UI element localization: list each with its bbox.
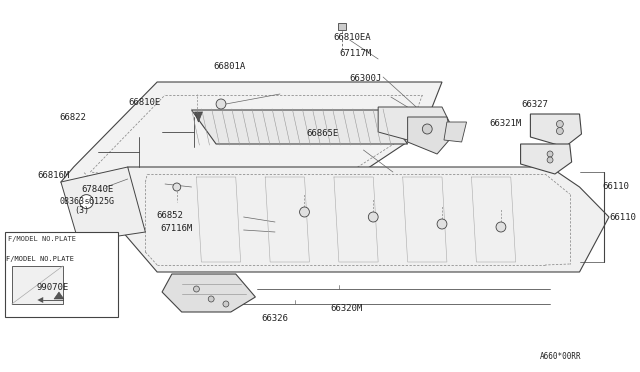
Polygon shape [408, 117, 452, 154]
Polygon shape [195, 112, 202, 122]
Circle shape [173, 183, 180, 191]
Polygon shape [444, 122, 467, 142]
Text: 66300J: 66300J [349, 74, 381, 83]
Text: 66822: 66822 [60, 113, 86, 122]
Circle shape [193, 286, 200, 292]
Text: 66326: 66326 [261, 314, 288, 323]
Polygon shape [37, 297, 44, 303]
Circle shape [79, 195, 93, 209]
Text: 66321M: 66321M [489, 119, 522, 128]
Text: 66320M: 66320M [330, 304, 362, 312]
Text: 67840E: 67840E [82, 185, 114, 194]
Circle shape [496, 222, 506, 232]
Text: 67116M: 67116M [160, 224, 193, 233]
FancyBboxPatch shape [12, 266, 63, 304]
Text: 99070E: 99070E [36, 283, 68, 292]
Text: F/MODEL NO.PLATE: F/MODEL NO.PLATE [6, 256, 74, 262]
Text: 66865E: 66865E [307, 129, 339, 138]
Text: 66810E: 66810E [129, 98, 161, 107]
Text: 66327: 66327 [522, 100, 548, 109]
Polygon shape [191, 110, 408, 144]
Text: 66110: 66110 [602, 182, 629, 190]
Circle shape [216, 99, 226, 109]
Circle shape [547, 157, 553, 163]
Circle shape [369, 212, 378, 222]
Text: S: S [84, 199, 88, 205]
Text: 66852: 66852 [156, 211, 183, 220]
FancyBboxPatch shape [338, 23, 346, 30]
Circle shape [300, 207, 309, 217]
Text: 66801A: 66801A [214, 62, 246, 71]
FancyBboxPatch shape [5, 232, 118, 317]
Circle shape [208, 296, 214, 302]
Polygon shape [61, 82, 442, 207]
Polygon shape [162, 274, 255, 312]
Text: 67117M: 67117M [339, 49, 372, 58]
Circle shape [422, 124, 432, 134]
Polygon shape [520, 144, 572, 174]
Circle shape [547, 151, 553, 157]
Text: 08363-6125G: 08363-6125G [60, 197, 115, 206]
Text: A660*00RR: A660*00RR [540, 352, 581, 361]
Text: 66810EA: 66810EA [333, 33, 371, 42]
Polygon shape [54, 292, 64, 299]
Circle shape [437, 219, 447, 229]
Polygon shape [123, 167, 609, 272]
Text: F/MODEL NO.PLATE: F/MODEL NO.PLATE [8, 236, 76, 242]
Polygon shape [531, 114, 582, 147]
Text: 66816M: 66816M [38, 171, 70, 180]
Circle shape [556, 121, 563, 128]
Polygon shape [378, 107, 452, 144]
Text: (3): (3) [74, 206, 89, 215]
Circle shape [223, 301, 229, 307]
Text: 66110: 66110 [609, 212, 636, 221]
Polygon shape [61, 167, 145, 242]
Circle shape [556, 128, 563, 135]
